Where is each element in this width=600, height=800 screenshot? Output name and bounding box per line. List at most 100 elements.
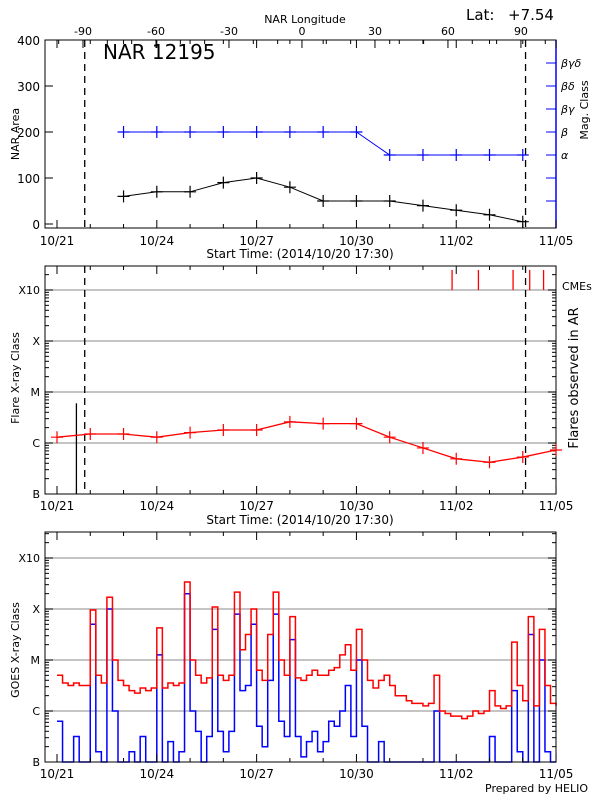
mag-class-tick-label: βγ (560, 103, 575, 116)
mag-class-point (283, 126, 296, 138)
x-tick-label: 10/30 (339, 767, 374, 781)
x-tick-label: 11/05 (539, 767, 574, 781)
y-tick-label: X10 (18, 284, 40, 297)
flare-class-point (84, 428, 97, 441)
goes-long-flux-line (57, 581, 557, 720)
region-title: NAR 12195 (103, 40, 216, 64)
nar-area-point (350, 195, 363, 207)
flare-class-point (250, 423, 263, 436)
mag-class-point (350, 126, 363, 138)
x-tick-label: 10/24 (140, 234, 175, 248)
nar-area-point (217, 176, 230, 189)
longitude-axis-label: NAR Longitude (264, 13, 346, 26)
x-tick-label: 10/30 (339, 499, 374, 513)
longitude-tick-label: -60 (147, 25, 165, 38)
flare-class-point (217, 423, 230, 436)
flare-class-point (283, 415, 296, 428)
flare-class-point (383, 431, 396, 444)
nar-area-point (117, 190, 130, 203)
mag-class-tick-label: βδ (560, 80, 575, 93)
flare-class-point (550, 443, 563, 456)
nar-area-point (150, 185, 163, 198)
x-tick-label: 10/21 (40, 234, 75, 248)
nar-area-plot-frame (44, 39, 557, 229)
x-tick-label: 10/24 (140, 499, 175, 513)
mag-class-tick-label: β (560, 126, 568, 139)
x-tick-label: 10/27 (239, 767, 274, 781)
flare-class-point (350, 417, 363, 430)
y-tick-label: 400 (17, 34, 40, 48)
x-tick-label: 10/21 (40, 499, 75, 513)
prepared-by-credit: Prepared by HELIO (485, 782, 588, 795)
nar-area-point (483, 208, 496, 221)
latitude-label: Lat: (466, 6, 494, 24)
longitude-tick-label: -30 (220, 25, 238, 38)
x-tick-label: 11/02 (439, 767, 474, 781)
flare-class-point (150, 431, 163, 444)
y-axis-label: NAR Area (9, 108, 22, 160)
x-axis-label: Start Time: (2014/10/20 17:30) (206, 513, 393, 527)
flare-class-point (516, 451, 529, 464)
y-axis-label: Flare X-ray Class (9, 332, 22, 424)
flare-class-point (317, 417, 330, 430)
nar-area-point (184, 185, 197, 198)
y-tick-label: M (31, 654, 41, 667)
longitude-tick-label: 0 (298, 25, 305, 38)
y-tick-label: B (32, 756, 40, 769)
y2-axis-label: Mag. Class (578, 80, 591, 139)
nar-area-point (516, 215, 529, 228)
mag-class-point (516, 149, 529, 161)
y-tick-label: C (32, 705, 40, 718)
x-tick-label: 10/27 (239, 499, 274, 513)
mag-class-point (416, 149, 429, 161)
y-tick-label: B (32, 488, 40, 501)
x-tick-label: 11/05 (539, 234, 574, 248)
nar-area-point (250, 172, 263, 184)
x-tick-label: 11/02 (439, 234, 474, 248)
mag-class-point (150, 126, 163, 138)
mag-class-point (383, 149, 396, 161)
longitude-tick-label: -90 (74, 25, 92, 38)
flare-class-point (117, 428, 130, 441)
x-tick-label: 10/30 (339, 234, 374, 248)
y-tick-label: X (32, 335, 40, 348)
y2-axis-label: Flares observed in AR (567, 307, 582, 448)
longitude-tick-label: 60 (441, 25, 455, 38)
cme-label: CMEs (562, 280, 592, 293)
mag-class-point (450, 149, 463, 161)
flare-class-point (184, 426, 197, 439)
flare-class-plot-frame (44, 265, 557, 495)
y-tick-label: X10 (18, 552, 40, 565)
latitude-value: +7.54 (508, 6, 554, 24)
nar-area-point (283, 181, 296, 194)
mag-class-point (217, 126, 230, 138)
flare-class-point (483, 456, 496, 469)
flare-class-point (51, 431, 63, 444)
longitude-tick-label: 30 (368, 25, 382, 38)
goes-plot-frame (44, 531, 557, 763)
mag-class-point (317, 126, 330, 138)
flare-class-line (56, 421, 557, 463)
mag-class-point (184, 126, 197, 138)
y-tick-label: X (32, 603, 40, 616)
y-tick-label: M (31, 386, 41, 399)
x-tick-label: 11/05 (539, 499, 574, 513)
nar-area-point (416, 199, 429, 212)
mag-class-tick-label: βγδ (560, 57, 582, 70)
x-tick-label: 10/21 (40, 767, 75, 781)
mag-class-tick-label: α (561, 149, 569, 162)
y-tick-label: C (32, 437, 40, 450)
x-tick-label: 10/27 (239, 234, 274, 248)
x-axis-label: Start Time: (2014/10/20 17:30) (206, 247, 393, 261)
nar-area-point (317, 195, 330, 207)
flare-class-point (416, 441, 429, 454)
y-axis-label: GOES X-ray Class (9, 602, 22, 698)
y-tick-label: 300 (17, 80, 40, 94)
x-tick-label: 11/02 (439, 499, 474, 513)
nar-area-point (383, 195, 396, 207)
flare-class-point (450, 452, 463, 465)
mag-class-point (117, 126, 130, 138)
mag-class-point (483, 149, 496, 161)
longitude-tick-label: 90 (514, 25, 528, 38)
